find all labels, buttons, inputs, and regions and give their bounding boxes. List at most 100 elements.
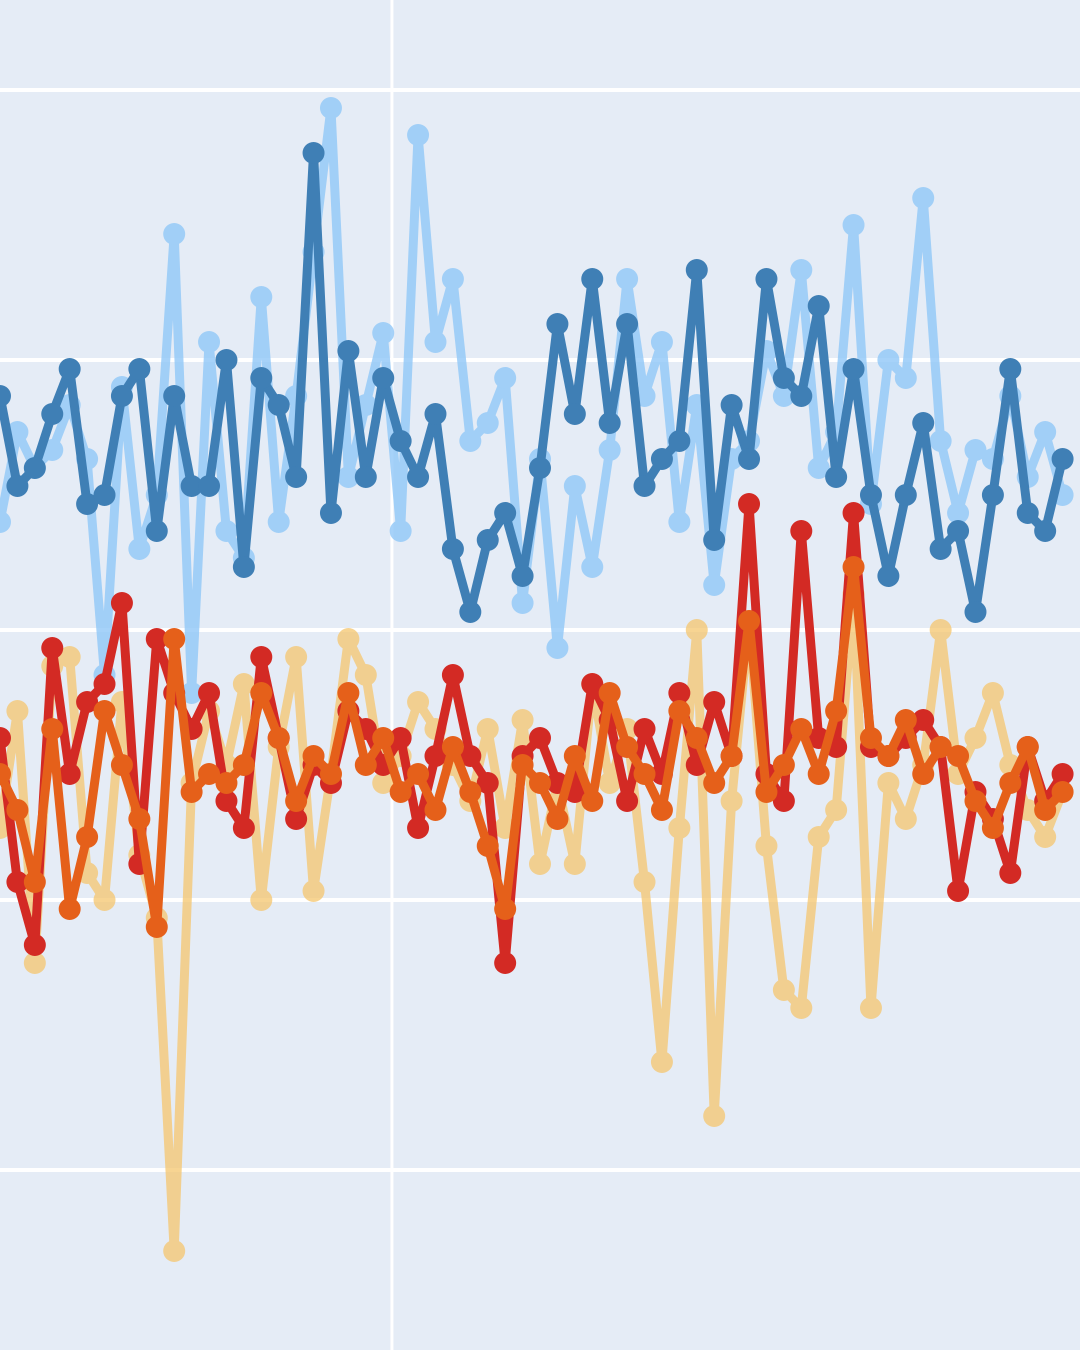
series-2-point-15 — [250, 889, 273, 911]
series-3-point-12 — [198, 682, 221, 704]
series-2-point-4 — [58, 646, 81, 668]
series-4-point-27 — [459, 781, 482, 803]
series-0-point-60 — [1034, 421, 1057, 443]
series-1-point-49 — [842, 358, 865, 380]
series-3-point-7 — [110, 592, 133, 614]
series-0-point-22 — [372, 322, 395, 344]
series-1-point-36 — [616, 313, 639, 335]
series-0-point-47 — [807, 457, 830, 479]
series-4-point-4 — [58, 898, 81, 920]
series-2-point-22 — [372, 772, 395, 794]
series-4-point-34 — [581, 790, 604, 812]
series-0-point-30 — [511, 592, 534, 614]
series-1-point-0 — [0, 385, 11, 407]
series-4-point-21 — [354, 754, 377, 776]
series-0-point-0 — [0, 511, 11, 533]
series-1-point-44 — [755, 268, 778, 290]
series-0-point-52 — [894, 367, 917, 389]
series-0-point-8 — [128, 538, 151, 560]
series-4-point-2 — [23, 871, 46, 893]
series-3-point-58 — [999, 862, 1022, 884]
series-1-point-48 — [825, 466, 848, 488]
series-4-point-60 — [1034, 799, 1057, 821]
series-0-point-20 — [337, 466, 360, 488]
series-1-point-55 — [947, 520, 970, 542]
series-4-point-17 — [285, 790, 308, 812]
series-1-point-39 — [668, 430, 691, 452]
series-1-point-40 — [685, 259, 708, 281]
series-4-point-46 — [790, 718, 813, 740]
series-3-point-49 — [842, 502, 865, 524]
series-4-point-11 — [180, 781, 203, 803]
series-3-point-0 — [0, 727, 11, 749]
series-0-point-53 — [912, 187, 935, 209]
series-1-point-24 — [407, 466, 430, 488]
series-4-point-28 — [476, 835, 499, 857]
series-2-point-41 — [703, 1105, 726, 1127]
series-2-point-14 — [232, 673, 255, 695]
series-1-point-60 — [1034, 520, 1057, 542]
series-3-point-13 — [215, 790, 238, 812]
series-3-point-4 — [58, 763, 81, 785]
series-3-point-3 — [41, 637, 64, 659]
series-1-point-6 — [93, 484, 116, 506]
series-1-point-1 — [6, 475, 29, 497]
series-4-point-50 — [859, 727, 882, 749]
series-2-point-57 — [981, 682, 1004, 704]
series-2-point-2 — [23, 952, 46, 974]
series-1-point-2 — [23, 457, 46, 479]
series-2-point-17 — [285, 646, 308, 668]
series-4-point-18 — [302, 745, 325, 767]
series-1-point-43 — [738, 448, 761, 470]
series-4-point-23 — [389, 781, 412, 803]
series-1-point-51 — [877, 565, 900, 587]
series-0-point-10 — [163, 223, 186, 245]
series-0-point-35 — [598, 439, 621, 461]
series-4-point-10 — [163, 628, 186, 650]
series-4-point-39 — [668, 700, 691, 722]
series-2-point-50 — [859, 997, 882, 1019]
series-3-point-45 — [772, 790, 795, 812]
series-0-point-33 — [563, 475, 586, 497]
series-3-point-25 — [424, 745, 447, 767]
series-0-point-34 — [581, 556, 604, 578]
series-3-point-43 — [738, 493, 761, 515]
series-1-point-37 — [633, 475, 656, 497]
series-4-point-12 — [198, 763, 221, 785]
series-1-point-13 — [215, 349, 238, 371]
series-4-point-31 — [529, 772, 551, 794]
series-3-point-2 — [23, 934, 46, 956]
series-4-point-42 — [720, 745, 743, 767]
series-2-point-42 — [720, 790, 743, 812]
series-1-point-8 — [128, 358, 151, 380]
series-1-point-38 — [650, 448, 673, 470]
series-1-point-42 — [720, 394, 743, 416]
series-2-point-28 — [476, 718, 499, 740]
series-1-point-18 — [302, 142, 325, 164]
series-2-point-40 — [685, 619, 708, 641]
series-0-point-56 — [964, 439, 987, 461]
series-4-point-49 — [842, 556, 865, 578]
series-0-point-46 — [790, 259, 813, 281]
series-4-point-36 — [616, 736, 639, 758]
series-1-point-57 — [981, 484, 1004, 506]
series-1-point-41 — [703, 529, 726, 551]
series-4-point-8 — [128, 808, 151, 830]
series-1-point-19 — [319, 502, 342, 524]
series-3-point-29 — [494, 952, 517, 974]
series-4-point-3 — [41, 718, 64, 740]
series-1-point-14 — [232, 556, 255, 578]
series-4-point-38 — [650, 799, 673, 821]
series-3-point-28 — [476, 772, 499, 794]
series-3-point-46 — [790, 520, 813, 542]
series-4 — [0, 556, 1074, 938]
series-2-point-46 — [790, 997, 813, 1019]
series-0-point-26 — [441, 268, 464, 290]
series-1-point-7 — [110, 385, 133, 407]
series-4-point-1 — [6, 799, 29, 821]
series-4-point-13 — [215, 772, 238, 794]
series-2-point-35 — [598, 772, 621, 794]
series-1-point-23 — [389, 430, 412, 452]
